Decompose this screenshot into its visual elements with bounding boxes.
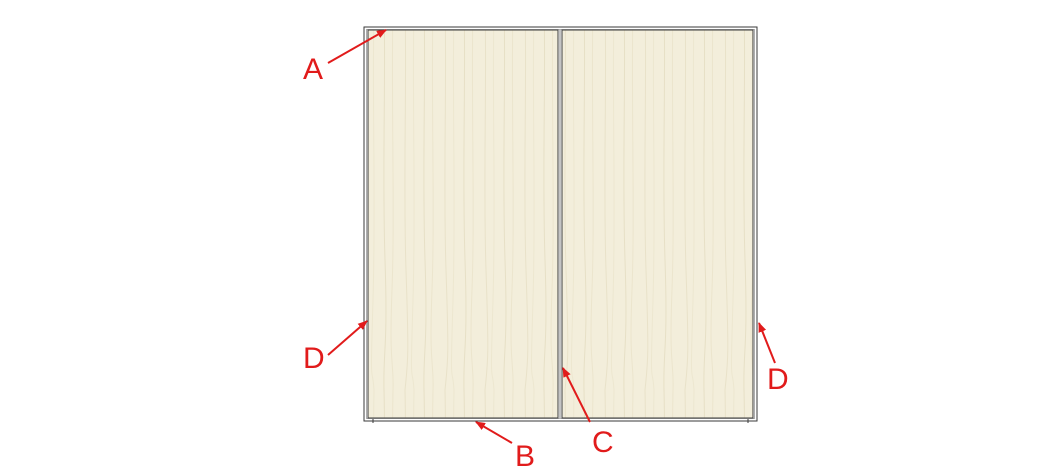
callout-label-a: A: [303, 53, 323, 86]
callout-arrow-d-right: [758, 322, 776, 364]
callout-label-c: C: [592, 426, 614, 459]
inner-frame: [366, 29, 755, 419]
callout-labels: A B C D D: [303, 53, 789, 468]
callout-label-d-left: D: [303, 342, 325, 375]
callout-arrow-d-left: [327, 320, 368, 356]
callout-arrows: [327, 29, 776, 444]
callout-arrow-a: [327, 29, 387, 64]
left-door-panel: [367, 29, 559, 419]
callout-arrow-b: [475, 421, 513, 444]
callout-label-b: B: [515, 440, 535, 468]
callout-arrow-c: [562, 367, 591, 423]
right-door-panel: [561, 29, 754, 419]
door-panels: [367, 29, 754, 419]
callout-label-d-right: D: [767, 363, 789, 396]
